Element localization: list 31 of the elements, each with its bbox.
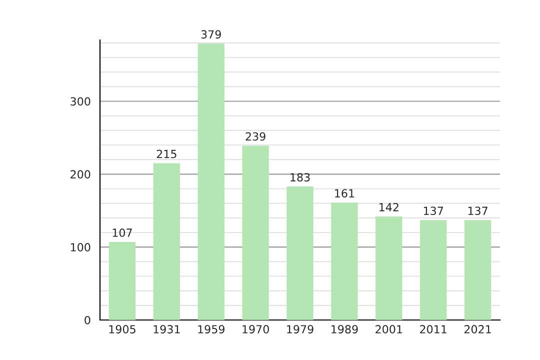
y-tick-label: 300 (70, 97, 90, 106)
bar (376, 216, 402, 320)
bar (420, 220, 447, 320)
x-tick-label: 2001 (376, 325, 402, 334)
bar (108, 242, 136, 320)
x-tick-label: 1905 (109, 325, 136, 334)
x-tick-label: 1979 (287, 325, 314, 334)
x-tick-label: 1970 (242, 325, 269, 334)
x-tick-label: 1989 (332, 325, 358, 334)
bar (242, 146, 269, 320)
data-label: 215 (156, 150, 176, 158)
x-tick-label: 2021 (464, 325, 491, 334)
bar (153, 163, 180, 320)
y-tick-label: 100 (70, 243, 90, 252)
bar (286, 186, 314, 320)
bar (331, 202, 358, 320)
data-label: 161 (335, 189, 354, 198)
y-tick-label: 0 (84, 316, 90, 324)
y-tick-label: 200 (70, 170, 90, 179)
data-label: 137 (424, 206, 443, 216)
bar (198, 44, 224, 320)
x-tick-label: 1959 (198, 325, 224, 334)
data-label: 239 (246, 132, 266, 141)
data-label: 183 (290, 173, 310, 182)
x-tick-label: 1931 (154, 325, 180, 334)
data-label: 137 (468, 206, 488, 216)
bar (464, 220, 492, 320)
data-label: 379 (201, 30, 221, 39)
data-label: 142 (380, 202, 398, 212)
data-label: 107 (112, 228, 132, 237)
x-tick-label: 2011 (420, 325, 446, 334)
